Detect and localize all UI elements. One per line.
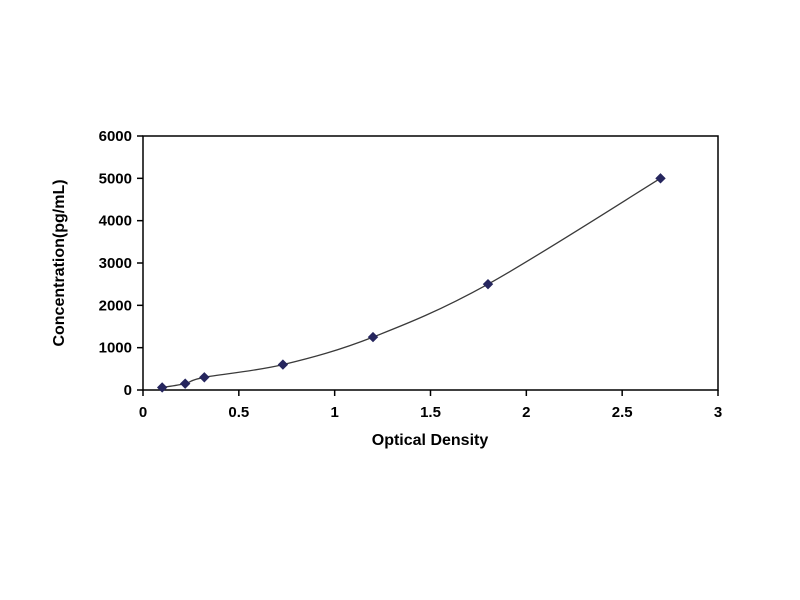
x-tick-label: 3 xyxy=(714,404,722,421)
y-tick-label: 2000 xyxy=(99,297,132,314)
y-tick-label: 0 xyxy=(124,382,132,399)
x-tick-label: 2.5 xyxy=(612,404,633,421)
data-point-marker xyxy=(367,331,379,343)
data-point-marker xyxy=(655,173,666,184)
x-tick-label: 0 xyxy=(139,404,147,421)
y-tick-label: 5000 xyxy=(99,170,132,187)
y-tick-label: 1000 xyxy=(99,340,132,357)
x-tick-label: 1 xyxy=(330,404,338,421)
plot-frame xyxy=(142,135,719,391)
y-tick-label: 6000 xyxy=(99,128,132,145)
y-tick-label: 4000 xyxy=(99,213,132,230)
data-point-marker xyxy=(156,382,168,393)
x-tick-label: 0.5 xyxy=(228,404,249,421)
x-tick-label: 1.5 xyxy=(420,404,441,421)
y-axis-label: Concentration(pg/mL) xyxy=(51,179,68,347)
data-point-marker xyxy=(179,378,191,389)
data-point-marker xyxy=(482,278,494,290)
y-tick-label: 3000 xyxy=(99,255,132,272)
data-point-marker xyxy=(199,372,210,383)
standard-curve-line xyxy=(162,177,661,389)
data-point-marker xyxy=(277,359,289,370)
x-axis-label: Optical Density xyxy=(371,432,489,449)
x-tick-label: 2 xyxy=(522,404,530,421)
